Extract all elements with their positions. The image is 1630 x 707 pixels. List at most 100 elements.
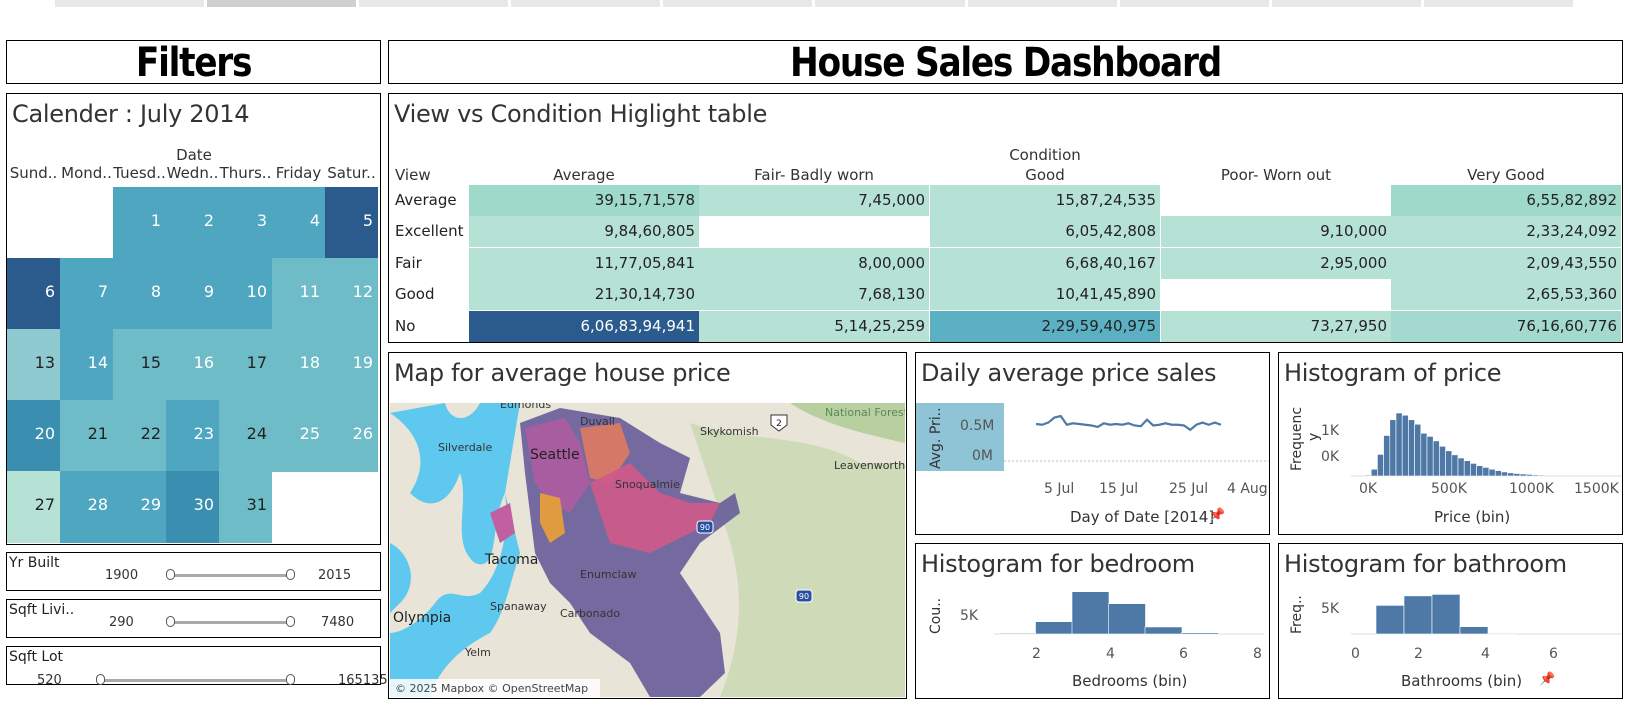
range-slider-filter[interactable]: Sqft Livi.. 290 7480 <box>6 599 381 638</box>
pin-icon[interactable]: 📌 <box>1539 672 1556 687</box>
calendar-day-cell[interactable]: 2 <box>166 187 219 259</box>
dashboard-tab[interactable] <box>1271 0 1421 7</box>
table-cell[interactable]: 6,68,40,167 <box>930 247 1160 279</box>
dashboard-tab[interactable] <box>815 0 965 7</box>
table-cell[interactable]: 2,95,000 <box>1161 247 1391 279</box>
calendar-day-cell[interactable]: 11 <box>272 258 325 330</box>
histogram-bar[interactable] <box>1538 474 1546 477</box>
table-cell[interactable]: 21,30,14,730 <box>469 279 699 311</box>
table-cell[interactable]: 2,65,53,360 <box>1391 279 1621 311</box>
table-cell[interactable]: 2,09,43,550 <box>1391 247 1621 279</box>
histogram-bar[interactable] <box>1525 474 1533 477</box>
map-region-bainbridge[interactable] <box>490 503 515 543</box>
slider-min-handle[interactable] <box>96 674 105 685</box>
calendar-day-cell[interactable]: 7 <box>60 258 113 330</box>
map-region-east[interactable] <box>590 463 720 553</box>
table-cell[interactable]: 39,15,71,578 <box>469 185 699 216</box>
calendar-day-cell[interactable]: 31 <box>219 471 272 543</box>
table-cell[interactable]: 10,41,45,890 <box>930 279 1160 311</box>
slider-max-handle[interactable] <box>286 569 295 580</box>
slider-min-handle[interactable] <box>166 616 175 627</box>
slider-track[interactable] <box>170 621 290 624</box>
histogram-bar[interactable] <box>1401 414 1409 477</box>
slider-max-handle[interactable] <box>286 616 295 627</box>
table-cell[interactable]: 15,87,24,535 <box>930 185 1160 216</box>
map-region-northeast[interactable] <box>580 423 630 483</box>
histogram-bar[interactable] <box>1487 632 1517 635</box>
calendar-day-cell[interactable]: 18 <box>272 329 325 401</box>
calendar-day-cell[interactable]: 12 <box>325 258 378 330</box>
histogram-bar[interactable] <box>1513 473 1521 477</box>
table-cell[interactable]: 6,06,83,94,941 <box>469 310 699 342</box>
histogram-bar[interactable] <box>1389 419 1397 477</box>
table-cell[interactable]: 7,45,000 <box>699 185 929 216</box>
histogram-bar[interactable] <box>1432 440 1440 477</box>
calendar-day-cell[interactable]: 16 <box>166 329 219 401</box>
histogram-bar[interactable] <box>1375 605 1405 635</box>
range-slider-filter[interactable]: Yr Built 1900 2015 <box>6 552 381 591</box>
calendar-day-cell[interactable]: 3 <box>219 187 272 259</box>
daily-price-plot[interactable] <box>1004 403 1270 483</box>
histogram-bar[interactable] <box>1451 454 1459 477</box>
table-cell[interactable]: 7,68,130 <box>699 279 929 311</box>
calendar-day-cell[interactable]: 5 <box>325 187 378 259</box>
histogram-bar[interactable] <box>1383 435 1391 477</box>
table-cell[interactable]: 73,27,950 <box>1161 310 1391 342</box>
histogram-bar[interactable] <box>1420 432 1428 477</box>
histogram-bar[interactable] <box>1459 626 1489 635</box>
histogram-bar[interactable] <box>1408 419 1415 477</box>
table-cell[interactable]: 2,33,24,092 <box>1391 216 1621 248</box>
histogram-bar[interactable] <box>1370 468 1378 477</box>
histogram-bar[interactable] <box>1494 470 1502 477</box>
histogram-bar[interactable] <box>1519 473 1527 477</box>
dashboard-tab[interactable] <box>359 0 509 7</box>
dashboard-tab[interactable] <box>511 0 661 7</box>
histogram-bar[interactable] <box>1377 454 1384 477</box>
histogram-bar[interactable] <box>1532 474 1539 477</box>
dashboard-tab[interactable] <box>1423 0 1573 7</box>
calendar-day-cell[interactable]: 26 <box>325 400 378 472</box>
calendar-day-cell[interactable]: 1 <box>113 187 166 259</box>
slider-max-handle[interactable] <box>286 674 295 685</box>
calendar-day-cell[interactable]: 15 <box>113 329 166 401</box>
table-cell[interactable]: 5,14,25,259 <box>699 310 929 342</box>
histogram-bar[interactable] <box>1108 603 1146 635</box>
histogram-bar[interactable] <box>1507 472 1515 477</box>
table-cell[interactable]: 11,77,05,841 <box>469 247 699 279</box>
histogram-bar[interactable] <box>1144 626 1183 635</box>
histogram-bar[interactable] <box>1431 594 1461 635</box>
histogram-bar[interactable] <box>1414 423 1422 477</box>
calendar-day-cell[interactable]: 4 <box>272 187 325 259</box>
calendar-day-cell[interactable]: 29 <box>113 471 166 543</box>
dashboard-tab[interactable] <box>207 0 357 7</box>
histogram-bar[interactable] <box>1501 471 1508 477</box>
map-view[interactable]: Edmonds Duvall Skykomish National Forest… <box>390 403 905 697</box>
dashboard-tab[interactable] <box>55 0 205 7</box>
table-cell[interactable]: 9,10,000 <box>1161 216 1391 248</box>
calendar-day-cell[interactable]: 19 <box>325 329 378 401</box>
calendar-day-cell[interactable]: 22 <box>113 400 166 472</box>
bathroom-histogram-plot[interactable] <box>1351 592 1621 642</box>
map-region-north[interactable] <box>525 418 590 513</box>
calendar-day-cell[interactable]: 13 <box>7 329 60 401</box>
dashboard-tab[interactable] <box>1119 0 1269 7</box>
slider-min-handle[interactable] <box>166 569 175 580</box>
price-histogram-plot[interactable] <box>1351 401 1621 477</box>
histogram-bar[interactable] <box>1439 445 1446 477</box>
table-cell[interactable]: 2,29,59,40,975 <box>930 310 1160 342</box>
calendar-day-cell[interactable]: 28 <box>60 471 113 543</box>
histogram-bar[interactable] <box>1476 465 1484 477</box>
histogram-bar[interactable] <box>1395 412 1403 477</box>
calendar-day-cell[interactable]: 20 <box>7 400 60 472</box>
table-cell[interactable] <box>1161 185 1391 216</box>
calendar-day-cell[interactable]: 30 <box>166 471 219 543</box>
calendar-day-cell[interactable]: 27 <box>7 471 60 543</box>
table-cell[interactable]: 76,16,60,776 <box>1391 310 1621 342</box>
table-cell[interactable] <box>1161 279 1391 311</box>
range-slider-filter[interactable]: Sqft Lot 520 1651359 <box>6 646 396 688</box>
histogram-bar[interactable] <box>1181 632 1219 635</box>
calendar-day-cell[interactable]: 23 <box>166 400 219 472</box>
calendar-day-cell[interactable]: 17 <box>219 329 272 401</box>
calendar-day-cell[interactable]: 25 <box>272 400 325 472</box>
calendar-day-cell[interactable]: 6 <box>7 258 60 330</box>
